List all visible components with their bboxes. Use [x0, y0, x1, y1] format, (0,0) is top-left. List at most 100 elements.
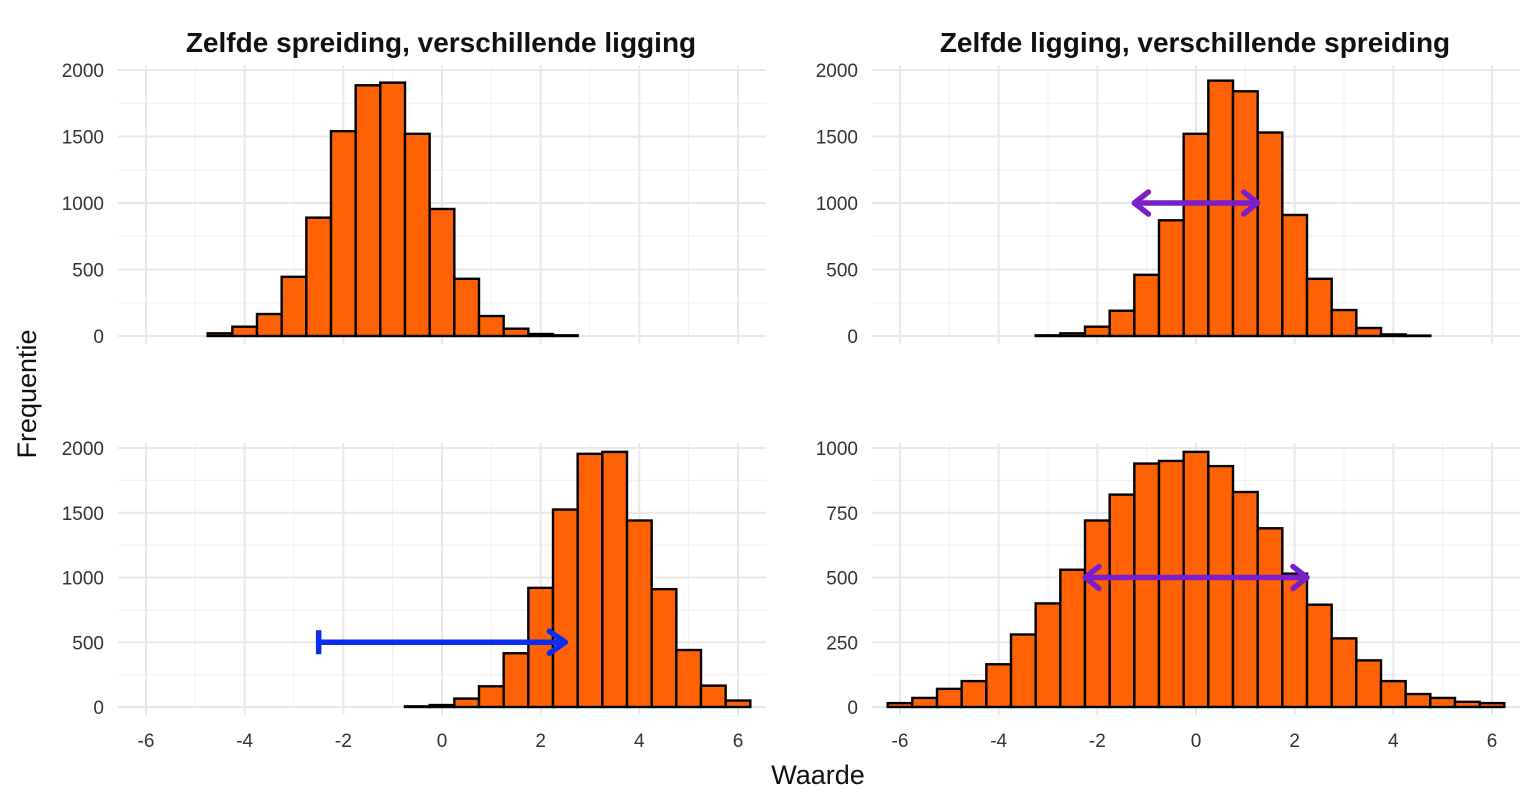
chart-panel-bottom-left: 0 500 1000 1500 2000 -6 -4 -2 0 2 4 6	[62, 439, 766, 752]
histogram-bar	[1379, 679, 1407, 709]
histogram-bar	[477, 314, 505, 338]
x-tick-label: 6	[1487, 731, 1498, 752]
x-tick-label: 6	[733, 731, 744, 752]
chart-panel-bottom-right: 0 250 500 750 1000 -6 -4 -2 0 2 4 6	[816, 439, 1520, 752]
histogram-bar	[502, 327, 530, 338]
spread-arrow-head-right	[1240, 189, 1261, 217]
x-tick-label: -2	[335, 731, 352, 752]
histogram-bar	[1330, 308, 1358, 338]
histogram-bar	[527, 332, 555, 338]
histogram-bar	[280, 275, 308, 338]
chart-panel-top-left: 0 500 1000 1500 2000	[62, 61, 766, 348]
histogram-bar	[403, 705, 431, 709]
histogram-bar	[428, 703, 456, 709]
histogram-bar	[379, 81, 407, 338]
histogram-bar	[1182, 132, 1210, 338]
histogram-bar	[1281, 572, 1309, 709]
y-tick-label: 0	[847, 327, 858, 348]
x-tick-label: 0	[437, 731, 448, 752]
x-tick-label: -2	[1089, 731, 1106, 752]
histogram-bar	[1379, 333, 1407, 338]
shift-arrow-head	[546, 628, 569, 656]
histogram-bar	[255, 312, 283, 338]
y-tick-label: 1500	[62, 128, 104, 149]
y-tick-label: 500	[826, 569, 858, 590]
histogram-bar	[502, 652, 530, 709]
histogram-bar	[960, 679, 988, 709]
y-tick-label: 750	[826, 504, 858, 525]
histogram-bar	[354, 84, 382, 338]
histogram-bar	[1207, 464, 1235, 709]
panel-title-top-left: Zelfde spreiding, verschillende ligging	[186, 27, 696, 58]
histogram-bar	[650, 587, 678, 709]
y-tick-label: 1000	[62, 194, 104, 215]
spread-arrow-head-left	[1131, 189, 1152, 217]
histogram-bar	[1305, 277, 1333, 338]
y-tick-label: 1000	[816, 194, 858, 215]
histogram-bar	[699, 684, 727, 709]
histogram-bar	[911, 696, 939, 709]
histogram-bar	[1083, 519, 1111, 709]
panels: 0 500 1000 1500 2000 0 500 1000 1500 2000 0 500 1000…	[62, 61, 1520, 752]
histogram-bar	[1207, 79, 1235, 338]
histogram-bar	[1108, 493, 1136, 709]
histogram-bar	[305, 216, 333, 338]
y-tick-label: 2000	[816, 61, 858, 82]
histogram-bar	[675, 648, 703, 709]
y-tick-label: 2000	[62, 61, 104, 82]
histogram-bar	[1429, 696, 1457, 709]
y-axis-label: Frequentie	[12, 329, 42, 458]
histogram-bar	[1305, 603, 1333, 709]
y-tick-label: 500	[72, 261, 104, 282]
histogram-bar	[724, 699, 752, 709]
y-tick-label: 250	[826, 633, 858, 654]
chart-panel-top-right: 0 500 1000 1500 2000	[816, 61, 1520, 348]
histogram-bar	[601, 450, 629, 709]
x-tick-label: 4	[1388, 731, 1399, 752]
spread-arrow-head-right	[1290, 563, 1310, 592]
histogram-bar	[1133, 462, 1161, 709]
histogram-bar	[1059, 332, 1087, 338]
histogram-bar	[1281, 213, 1309, 338]
histogram-bar	[1231, 490, 1259, 709]
x-axis-label: Waarde	[771, 760, 865, 790]
histogram-bar	[206, 332, 234, 338]
histogram-bar	[453, 697, 481, 709]
histogram-bar	[1083, 325, 1111, 338]
x-tick-label: 0	[1191, 731, 1202, 752]
x-tick-label: 2	[1289, 731, 1300, 752]
y-tick-label: 0	[93, 327, 104, 348]
histogram-bar	[1478, 701, 1506, 709]
histogram-bar	[576, 452, 604, 709]
histogram-bar	[1157, 219, 1185, 338]
x-tick-label: -6	[892, 731, 909, 752]
x-tick-label: 2	[535, 731, 546, 752]
y-tick-label: 1000	[816, 439, 858, 460]
x-tick-label: -6	[138, 731, 155, 752]
histogram-bar	[1009, 633, 1037, 709]
histogram-bar	[1133, 273, 1161, 338]
histogram-bar	[1355, 326, 1383, 338]
histogram-bar	[231, 325, 259, 338]
y-tick-label: 500	[826, 261, 858, 282]
histogram-bar	[453, 277, 481, 338]
histogram-bar	[1256, 527, 1284, 709]
histogram-bar	[403, 132, 431, 338]
histogram-bar	[935, 687, 963, 709]
histogram-bar	[1108, 309, 1136, 338]
histogram-bar	[625, 519, 653, 709]
histogram-bar	[985, 663, 1013, 709]
y-tick-label: 1500	[62, 504, 104, 525]
histogram-bar	[1034, 602, 1062, 709]
histogram-bar	[1355, 659, 1383, 709]
y-tick-label: 500	[72, 633, 104, 654]
histogram-bar	[1330, 637, 1358, 709]
histogram-bar	[1059, 568, 1087, 709]
histogram-bar	[1453, 700, 1481, 709]
panel-title-top-right: Zelfde ligging, verschillende spreiding	[940, 27, 1450, 58]
histogram-bar	[551, 508, 579, 709]
histogram-bar	[1404, 692, 1432, 709]
histogram-bar	[428, 207, 456, 338]
histogram-bar	[551, 334, 579, 338]
